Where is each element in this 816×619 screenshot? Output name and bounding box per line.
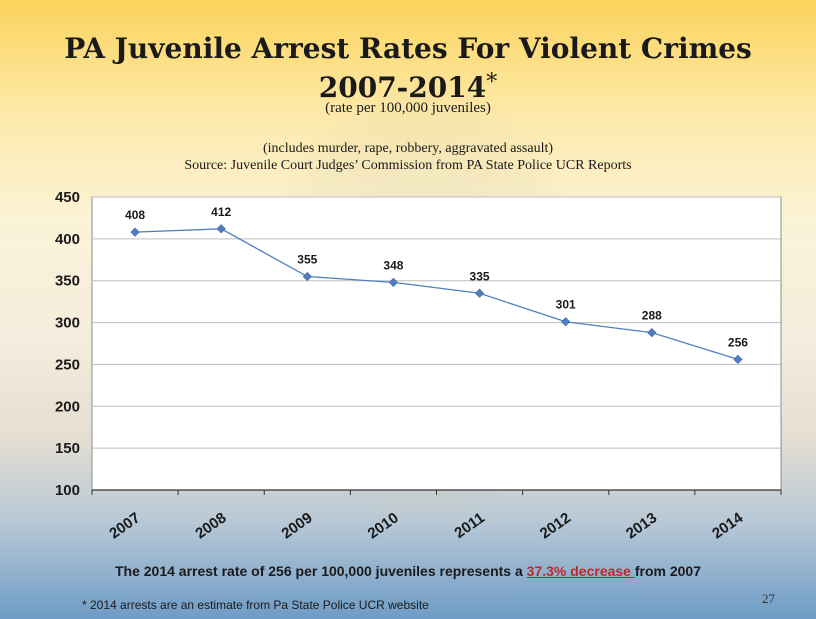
plot-area bbox=[91, 196, 782, 491]
x-tick-label: 2007 bbox=[106, 509, 143, 542]
data-label: 256 bbox=[728, 335, 748, 349]
y-tick-label: 200 bbox=[55, 398, 80, 415]
data-label: 355 bbox=[297, 253, 317, 267]
data-point-marker bbox=[733, 354, 743, 365]
data-point-marker bbox=[302, 271, 312, 282]
slide-title-line1: PA Juvenile Arrest Rates For Violent Cri… bbox=[64, 32, 752, 65]
y-tick-label: 300 bbox=[55, 315, 80, 332]
y-tick-label: 450 bbox=[55, 189, 80, 206]
data-point-marker bbox=[647, 327, 657, 338]
y-tick-label: 400 bbox=[55, 231, 80, 248]
summary-text-post: from 2007 bbox=[634, 563, 702, 579]
y-tick-label: 100 bbox=[55, 482, 80, 499]
series-line bbox=[135, 228, 739, 361]
y-tick-label: 350 bbox=[55, 273, 80, 290]
summary-statement: The 2014 arrest rate of 256 per 100,000 … bbox=[0, 563, 816, 579]
data-label: 412 bbox=[211, 205, 231, 219]
title-years: 2007-2014 bbox=[318, 71, 487, 104]
page-number: 27 bbox=[762, 591, 775, 606]
data-label: 348 bbox=[383, 258, 403, 272]
x-tick-label: 2014 bbox=[709, 509, 747, 542]
summary-text-pre: The 2014 arrest rate of 256 per 100,000 … bbox=[114, 563, 527, 579]
x-tick-label: 2011 bbox=[451, 509, 487, 542]
data-label: 408 bbox=[125, 208, 145, 222]
x-tick-label: 2012 bbox=[537, 509, 574, 542]
data-label: 301 bbox=[556, 298, 576, 312]
slide-subtitle: (rate per 100,000 juveniles) bbox=[325, 100, 491, 116]
arrest-rate-line-chart: 100 150 200 250 300 350 400 450 408 412 355 348 335 3… bbox=[55, 189, 782, 542]
y-tick-label: 250 bbox=[55, 356, 80, 373]
data-point-marker bbox=[216, 224, 226, 234]
x-tick-label: 2013 bbox=[623, 509, 660, 542]
data-point-marker bbox=[474, 288, 485, 298]
summary-highlight: 37.3% decrease bbox=[526, 563, 635, 579]
x-tick-label: 2008 bbox=[192, 509, 229, 542]
x-tick-label: 2010 bbox=[365, 509, 402, 542]
data-point-marker bbox=[561, 317, 571, 327]
slide-title-line2: 2007-2014* bbox=[0, 66, 816, 105]
data-label: 335 bbox=[470, 269, 490, 283]
data-point-marker bbox=[130, 227, 140, 237]
title-asterisk: * bbox=[486, 70, 498, 95]
data-point-marker bbox=[388, 277, 399, 288]
estimate-footnote: * 2014 arrests are an estimate from Pa S… bbox=[82, 598, 429, 612]
y-tick-label: 150 bbox=[55, 440, 80, 457]
crime-types-note: (includes murder, rape, robbery, aggrava… bbox=[262, 141, 554, 156]
x-tick-label: 2009 bbox=[279, 509, 316, 542]
source-note: Source: Juvenile Court Judges’ Commissio… bbox=[184, 158, 632, 173]
data-label: 288 bbox=[642, 309, 662, 323]
